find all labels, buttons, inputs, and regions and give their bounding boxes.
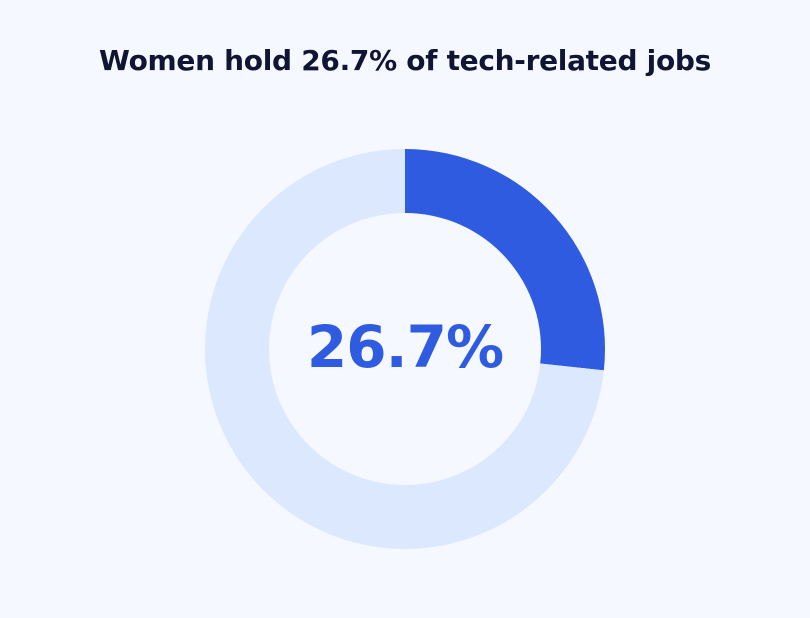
- donut-slices: [204, 149, 605, 550]
- donut-slice-remainder: [204, 149, 604, 550]
- center-label: 26.7%: [307, 313, 503, 381]
- chart-title: Women hold 26.7% of tech-related jobs: [98, 44, 711, 77]
- donut-slice-highlight: [405, 149, 605, 371]
